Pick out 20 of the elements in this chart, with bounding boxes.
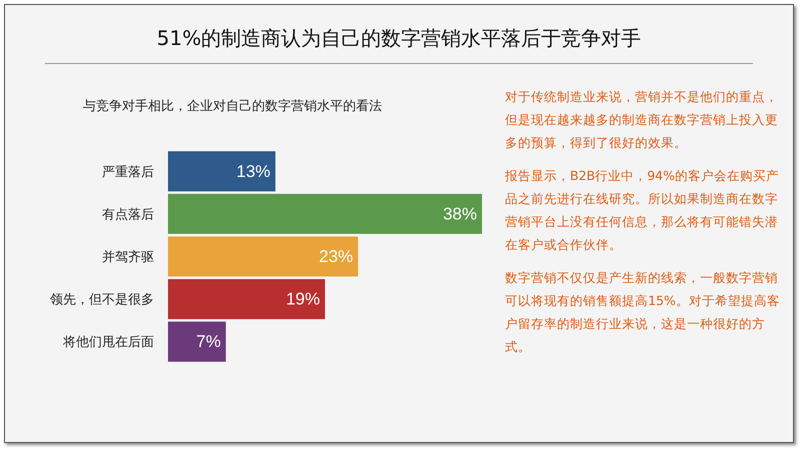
data-label: 13%: [236, 162, 270, 181]
data-label: 19%: [286, 290, 320, 309]
text: 对于传统制造业来说，营销并不是他们的重点，但是现在越来越多的制造商在数字营销上投入更多的预算，得到了很好的效果。: [505, 88, 779, 152]
y-tick-label: 有点落后: [102, 206, 154, 222]
bar: [168, 236, 358, 277]
bar: [168, 151, 276, 192]
text: 报告显示，B2B行业中，94%的客户会在购买产品之前先进行在线研究。所以如果制造商在数字营销平台上没有任何信息，那么将有可能错失潜在客户或合作伙伴。: [505, 167, 780, 254]
bar: [168, 279, 325, 320]
data-label: 23%: [319, 247, 354, 266]
bar: [168, 322, 226, 362]
chart-subtitle: 与竞争对手相比，企业对自己的数字营销水平的看法: [83, 98, 382, 115]
data-label: 38%: [442, 204, 477, 224]
bar: [168, 194, 482, 234]
text: 数字营销不仅仅是产生新的线索，一般数字营销可以将现有的销售额提高15%。对于希望提高客户留存率的制造行业来说，这是一种很好的方式。: [505, 269, 781, 356]
y-tick-label: 将他们甩在后面: [62, 334, 154, 350]
y-tick-label: 严重落后: [102, 164, 154, 179]
y-tick-label: 并驾齐驱: [102, 249, 154, 264]
y-tick-label: 领先，但不是很多: [50, 292, 154, 307]
chart-title: 51%的制造商认为自己的数字营销水平落后于竞争对手: [156, 25, 642, 52]
data-label: 7%: [196, 332, 221, 352]
